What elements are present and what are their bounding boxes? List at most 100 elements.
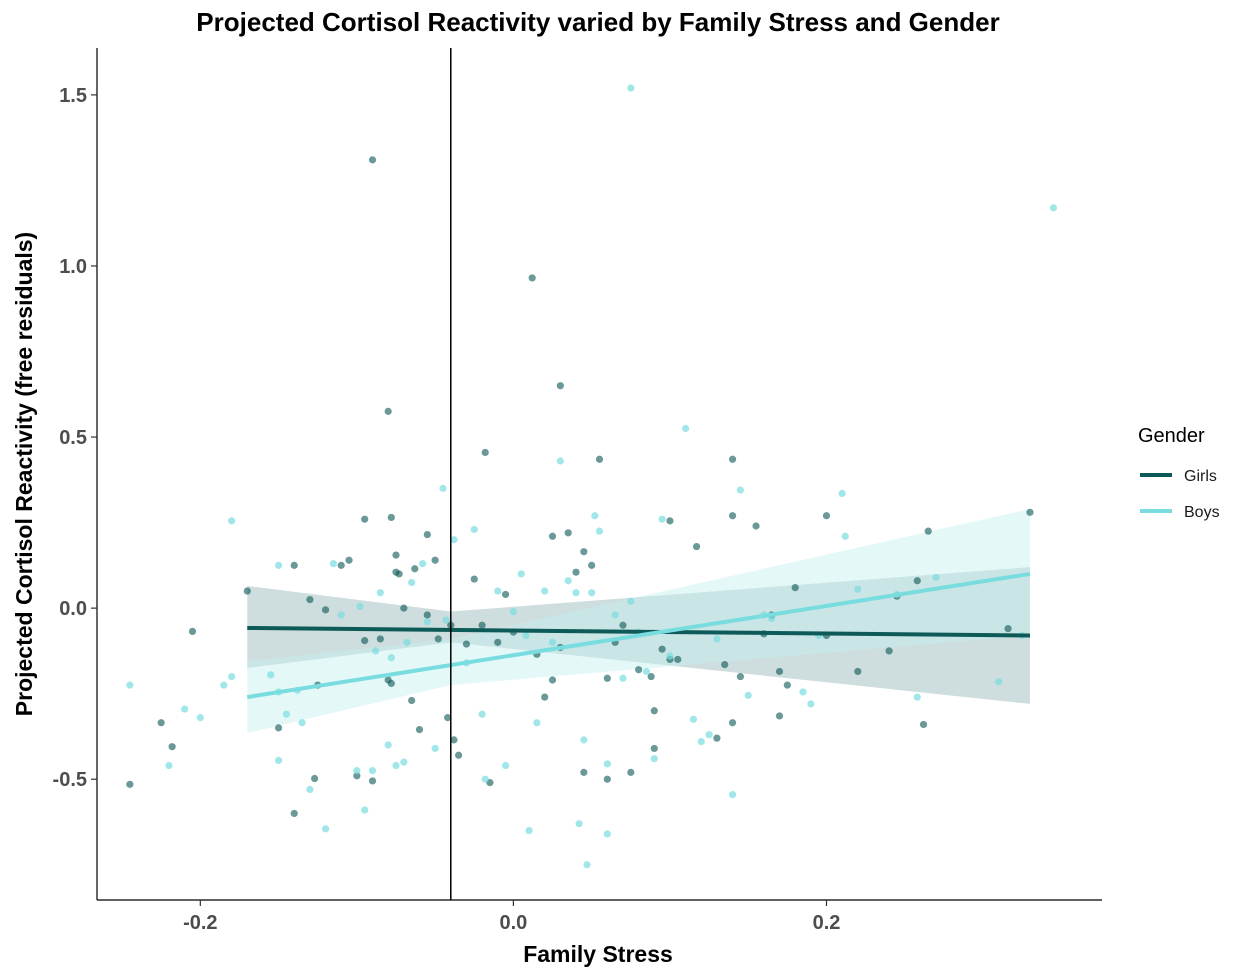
point-girls [564,529,572,537]
point-girls [126,780,134,788]
point-boys [470,525,478,534]
point-girls [919,720,928,729]
point-girls [635,666,643,674]
point-boys [541,587,549,595]
point-boys [478,710,486,718]
point-girls [481,448,489,457]
y-axis-title: Projected Cortisol Reactivity (free resi… [11,232,37,716]
point-boys [387,654,395,662]
point-boys [517,570,525,578]
point-girls [400,604,408,612]
point-boys [838,489,846,498]
point-boys [799,688,807,696]
point-girls [423,530,431,539]
point-girls [822,512,831,520]
point-boys [1049,204,1058,212]
point-girls [337,561,345,569]
point-boys [556,457,564,465]
x-tick-label: 0.2 [813,912,841,934]
point-boys [705,731,713,739]
point-girls [595,455,604,463]
data-points [126,84,1058,869]
point-boys [321,825,330,833]
point-boys [681,424,690,433]
point-girls [168,743,176,751]
point-boys [591,512,599,520]
point-boys [697,737,705,746]
point-girls [650,744,658,753]
point-boys [403,638,411,646]
point-boys [356,602,364,611]
point-girls [434,635,442,643]
point-boys [642,667,651,676]
point-girls [188,627,197,635]
point-girls [603,674,611,682]
point-girls [361,515,369,523]
point-boys [282,710,291,718]
point-girls [572,568,580,576]
point-girls [588,561,596,569]
point-girls [444,714,452,722]
point-boys [274,561,283,569]
point-boys [611,611,619,619]
point-girls [395,570,403,578]
point-girls [368,777,377,785]
point-girls [721,660,729,669]
point-girls [541,693,549,701]
point-girls [1004,625,1012,633]
point-boys [126,681,134,689]
point-boys [533,719,541,727]
legend-label-boys: Boys [1184,504,1220,521]
point-girls [528,274,536,282]
y-tick-label: 0.5 [59,427,87,449]
point-boys [572,589,580,597]
point-boys [165,761,173,770]
point-girls [494,638,502,646]
point-boys [713,635,721,643]
y-tick-label: 1.0 [59,256,87,278]
point-boys [619,674,627,682]
point-boys [744,691,752,699]
point-girls [306,595,314,604]
point-boys [408,578,416,587]
point-girls [647,672,655,681]
point-boys [501,761,510,770]
point-boys [228,672,236,681]
point-girls [1026,508,1034,516]
point-girls [619,621,627,629]
point-girls [580,768,588,776]
point-girls [548,676,557,684]
y-tick-label: 0.0 [59,598,87,620]
point-boys [627,84,635,92]
point-girls [411,565,419,573]
point-boys [627,597,635,605]
point-boys [372,647,380,655]
point-boys [423,618,431,626]
point-girls [791,584,799,592]
point-girls [736,672,744,681]
point-boys [575,820,583,828]
point-boys [588,589,596,597]
point-girls [556,382,564,390]
point-girls [627,768,635,776]
point-girls [290,809,298,818]
point-girls [658,645,666,653]
point-boys [196,714,204,722]
point-boys [841,532,849,540]
point-boys [548,638,557,646]
legend-title: Gender [1138,425,1205,447]
point-girls [274,724,283,732]
point-boys [392,761,400,770]
point-boys [439,484,447,492]
confidence-bands [247,508,1030,734]
fit-line-girls [247,625,1031,638]
point-girls [692,542,701,551]
point-boys [306,785,314,794]
legend: Gender Girls Boys [1138,425,1220,521]
x-tick-label: -0.2 [183,912,217,934]
point-boys [431,744,439,753]
point-girls [548,532,557,540]
point-girls [674,655,682,664]
point-girls [387,513,395,522]
point-girls [431,556,439,564]
